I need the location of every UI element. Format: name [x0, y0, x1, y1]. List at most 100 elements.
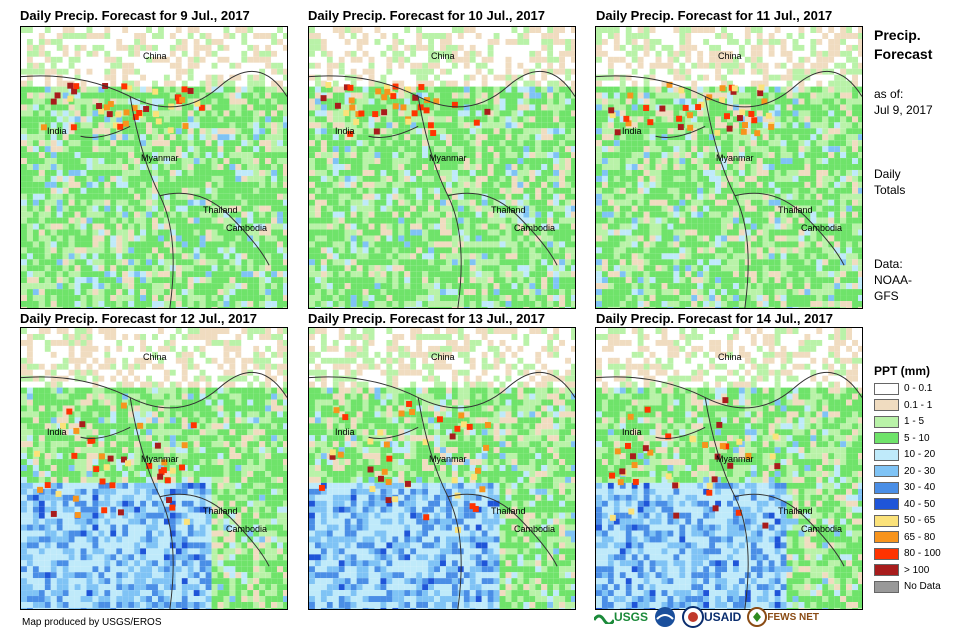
- legend-item: 80 - 100: [874, 547, 941, 560]
- legend-item: No Data: [874, 580, 941, 593]
- legend-item: 5 - 10: [874, 432, 930, 445]
- usaid-seal-icon: [682, 606, 705, 628]
- place-label: India: [335, 126, 355, 136]
- legend-swatch: [874, 547, 899, 560]
- legend-label: 80 - 100: [904, 548, 941, 559]
- daily-line2: Totals: [874, 183, 906, 197]
- legend-label: 1 - 5: [904, 416, 925, 427]
- place-label: Myanmar: [429, 454, 467, 464]
- precip-raster: [596, 328, 862, 609]
- legend-label: 20 - 30: [904, 465, 936, 477]
- legend-label: 50 - 65: [904, 515, 936, 526]
- panel-title-1: Daily Precip. Forecast for 9 Jul., 2017: [20, 8, 250, 23]
- map-panel-6: China India Myanmar Thailand Cambodia: [595, 327, 863, 610]
- legend-item: 10 - 20: [874, 448, 935, 461]
- as-of-line1: as of:: [874, 87, 904, 101]
- map-panel-4: China India Myanmar Thailand Cambodia: [20, 327, 288, 610]
- legend-title: PPT (mm): [874, 364, 931, 378]
- legend-label: 65 - 80: [904, 531, 936, 543]
- legend-swatch: [874, 514, 899, 527]
- legend-item: 30 - 40: [874, 481, 935, 494]
- panel-title-5: Daily Precip. Forecast for 13 Jul., 2017: [308, 311, 546, 326]
- fewsnet-icon: [747, 607, 768, 627]
- fewsnet-logo-text: FEWS NET: [767, 611, 820, 623]
- legend-label: 40 - 50: [904, 498, 936, 510]
- legend-item: 1 - 5: [874, 415, 924, 428]
- data-line2: NOAA-: [874, 273, 913, 287]
- place-label: Cambodia: [801, 223, 843, 233]
- place-label: India: [335, 427, 355, 437]
- usgs-logo: USGS: [594, 610, 648, 624]
- place-label: Thailand: [203, 205, 238, 215]
- as-of-date: as of: Jul 9, 2017: [874, 86, 933, 118]
- legend-swatch: [874, 531, 899, 543]
- data-line3: GFS: [874, 289, 899, 303]
- side-title-line2: Forecast: [874, 46, 933, 62]
- precip-raster: [21, 328, 287, 609]
- map-panel-5: China India Myanmar Thailand Cambodia: [308, 327, 576, 610]
- fewsnet-logo: FEWS NET: [747, 607, 819, 627]
- place-label: China: [718, 352, 742, 362]
- legend-label: > 100: [904, 564, 930, 576]
- legend-item: 20 - 30: [874, 465, 935, 478]
- daily-line1: Daily: [874, 167, 901, 181]
- place-label: China: [143, 352, 167, 362]
- precip-raster: [309, 27, 575, 308]
- place-label: Cambodia: [226, 524, 268, 534]
- place-label: Myanmar: [716, 153, 754, 163]
- place-label: Thailand: [491, 205, 526, 215]
- legend-swatch: [874, 382, 899, 395]
- legend-swatch: [874, 481, 899, 494]
- data-source: Data: NOAA- GFS: [874, 256, 912, 304]
- place-label: Thailand: [778, 506, 813, 516]
- place-label: Myanmar: [716, 454, 754, 464]
- place-label: China: [431, 51, 455, 61]
- legend-swatch: [874, 399, 899, 411]
- map-panel-3: China India Myanmar Thailand Cambodia: [595, 26, 863, 309]
- place-label: China: [143, 51, 167, 61]
- side-title-line1: Precip.: [874, 27, 921, 43]
- legend-swatch: [874, 415, 899, 428]
- logo-strip: USGS USAID FEWS NET: [594, 606, 819, 628]
- usaid-logo: USAID: [682, 606, 741, 628]
- panel-title-6: Daily Precip. Forecast for 14 Jul., 2017: [596, 311, 834, 326]
- data-line1: Data:: [874, 257, 903, 271]
- map-panel-1: China India Myanmar Thailand Cambodia: [20, 26, 288, 309]
- legend-item: 0.1 - 1: [874, 399, 932, 412]
- legend-swatch: [874, 498, 899, 510]
- legend-label: 30 - 40: [904, 482, 936, 493]
- usgs-logo-text: USGS: [614, 610, 649, 624]
- precip-raster: [21, 27, 287, 308]
- panel-title-4: Daily Precip. Forecast for 12 Jul., 2017: [20, 311, 258, 326]
- precip-raster: [596, 27, 862, 308]
- usgs-wave-icon: [594, 614, 614, 624]
- noaa-logo: [654, 606, 676, 628]
- legend-label: 0 - 0.1: [904, 383, 933, 394]
- legend-label: No Data: [904, 581, 941, 592]
- place-label: India: [622, 126, 642, 136]
- place-label: Myanmar: [429, 153, 467, 163]
- place-label: India: [47, 427, 67, 437]
- place-label: Cambodia: [514, 223, 556, 233]
- legend-swatch: [874, 564, 899, 576]
- place-label: Cambodia: [226, 223, 268, 233]
- place-label: Thailand: [778, 205, 813, 215]
- place-label: Thailand: [203, 506, 238, 516]
- legend-item: > 100: [874, 564, 929, 577]
- daily-totals: Daily Totals: [874, 166, 905, 198]
- credit-text: Map produced by USGS/EROS: [22, 617, 162, 628]
- noaa-seal-icon: [655, 607, 676, 627]
- place-label: Cambodia: [514, 524, 556, 534]
- panel-title-2: Daily Precip. Forecast for 10 Jul., 2017: [308, 8, 546, 23]
- precip-raster: [309, 328, 575, 609]
- legend-item: 50 - 65: [874, 514, 935, 527]
- place-label: China: [718, 51, 742, 61]
- place-label: India: [622, 427, 642, 437]
- place-label: Thailand: [491, 506, 526, 516]
- legend-label: 10 - 20: [904, 449, 936, 460]
- place-label: India: [47, 126, 67, 136]
- legend-item: 40 - 50: [874, 498, 935, 511]
- place-label: Cambodia: [801, 524, 843, 534]
- map-panel-2: China India Myanmar Thailand Cambodia: [308, 26, 576, 309]
- legend-item: 65 - 80: [874, 531, 935, 544]
